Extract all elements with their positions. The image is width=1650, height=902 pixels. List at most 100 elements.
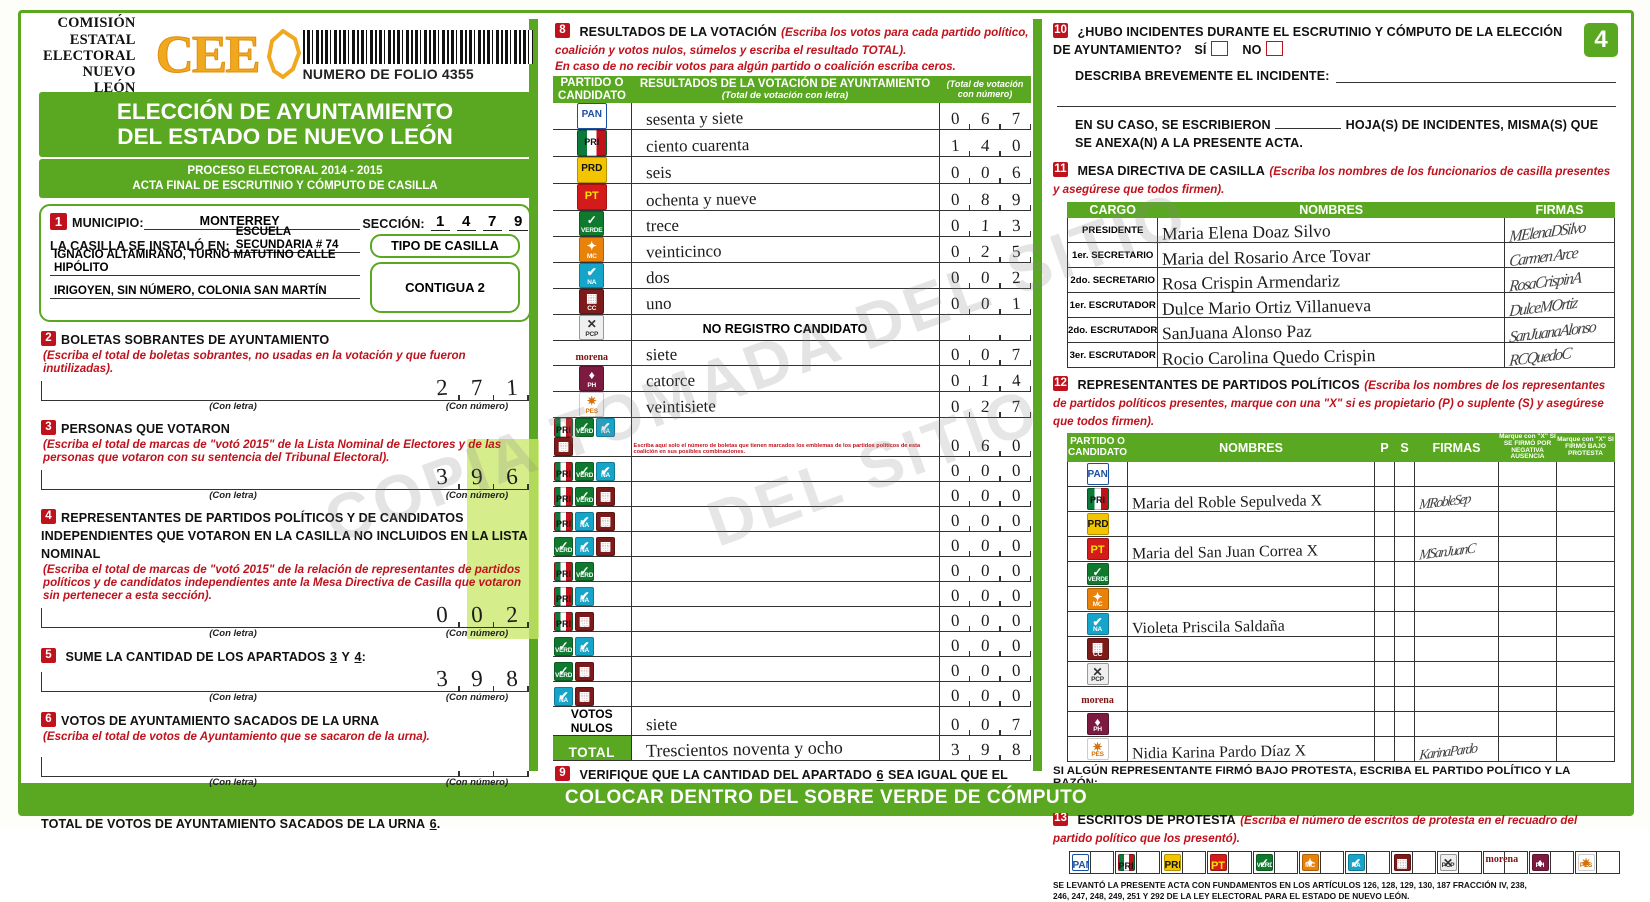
representante-p-checkbox-3[interactable] bbox=[1374, 536, 1395, 563]
protesta-box-mc[interactable]: MC ✦ bbox=[1299, 851, 1344, 875]
representante-nombre-input-11[interactable]: Nidia Karina Pardo Díaz X bbox=[1127, 736, 1375, 763]
representante-firma-10[interactable] bbox=[1414, 711, 1499, 738]
coalition-row-input[interactable] bbox=[631, 506, 939, 533]
mesa-nombre-input-2[interactable]: Rosa Crispin Armendariz bbox=[1157, 267, 1505, 294]
representante-nombre-input-2[interactable] bbox=[1127, 511, 1375, 538]
representante-protesta-checkbox-7[interactable] bbox=[1556, 636, 1615, 663]
representante-firma-4[interactable] bbox=[1414, 561, 1499, 588]
votes-row-letra-input[interactable]: trece bbox=[631, 210, 939, 238]
section-2-letra-input[interactable] bbox=[41, 381, 425, 402]
representante-negativa-checkbox-11[interactable] bbox=[1498, 736, 1557, 763]
section-5-numero-input[interactable]: 3 9 8 bbox=[425, 666, 530, 693]
section-10-describe-input-2[interactable] bbox=[1057, 91, 1616, 107]
coalition-row-input[interactable]: Escriba aquí solo el número de boletas q… bbox=[631, 417, 939, 458]
section-3-letra-input[interactable] bbox=[41, 470, 425, 491]
protesta-count-input-na[interactable] bbox=[1367, 852, 1389, 873]
representante-negativa-checkbox-4[interactable] bbox=[1498, 561, 1557, 588]
protesta-count-input-pri[interactable] bbox=[1137, 852, 1159, 873]
representante-nombre-input-9[interactable] bbox=[1127, 686, 1375, 713]
votes-row-8-number-cell[interactable] bbox=[938, 314, 1031, 342]
section-3-numero-input[interactable]: 3 9 6 bbox=[425, 464, 530, 491]
representante-s-checkbox-0[interactable] bbox=[1394, 461, 1415, 488]
representante-s-checkbox-10[interactable] bbox=[1394, 711, 1415, 738]
votes-row-letra-input[interactable]: siete bbox=[631, 340, 939, 367]
representante-protesta-checkbox-1[interactable] bbox=[1556, 486, 1615, 513]
protesta-box-pri[interactable]: PRI bbox=[1115, 851, 1160, 875]
mesa-firma-4[interactable]: SanJuanaAlonso bbox=[1504, 317, 1615, 346]
representante-s-checkbox-9[interactable] bbox=[1394, 686, 1415, 713]
representante-protesta-checkbox-6[interactable] bbox=[1556, 611, 1615, 638]
representante-protesta-checkbox-0[interactable] bbox=[1556, 461, 1615, 488]
representante-negativa-checkbox-6[interactable] bbox=[1498, 611, 1557, 638]
representante-negativa-checkbox-5[interactable] bbox=[1498, 586, 1557, 613]
casilla-line1-field[interactable]: ESCUELA SECUNDARIA # 74 bbox=[229, 225, 360, 254]
representante-s-checkbox-7[interactable] bbox=[1394, 636, 1415, 663]
casilla-line3-field[interactable]: IRIGOYEN, SIN NÚMERO, COLONIA SAN MARTÍN bbox=[50, 282, 360, 300]
representante-s-checkbox-3[interactable] bbox=[1394, 536, 1415, 563]
protesta-count-input-pes[interactable] bbox=[1597, 852, 1619, 873]
protesta-count-input-prd[interactable] bbox=[1183, 852, 1205, 873]
municipio-field[interactable]: MONTERREY bbox=[143, 213, 360, 231]
representante-p-checkbox-9[interactable] bbox=[1374, 686, 1395, 713]
representante-s-checkbox-2[interactable] bbox=[1394, 511, 1415, 538]
representante-s-checkbox-5[interactable] bbox=[1394, 586, 1415, 613]
representante-s-checkbox-4[interactable] bbox=[1394, 561, 1415, 588]
mesa-nombre-input-3[interactable]: Dulce Mario Ortiz Villanueva bbox=[1157, 292, 1505, 319]
representante-negativa-checkbox-0[interactable] bbox=[1498, 461, 1557, 488]
votes-row-letra-input[interactable]: veintisiete bbox=[631, 391, 939, 419]
representante-s-checkbox-11[interactable] bbox=[1394, 736, 1415, 763]
protesta-box-cruz[interactable]: CC ▦ bbox=[1391, 851, 1436, 875]
mesa-firma-5[interactable]: RCQuedoC bbox=[1504, 342, 1615, 370]
coalition-row-input[interactable] bbox=[631, 556, 939, 583]
section-2-numero-input[interactable]: 2 7 1 bbox=[425, 375, 530, 402]
total-letra-input[interactable]: Trescientos noventa y ocho bbox=[631, 735, 939, 762]
coalition-row-input[interactable] bbox=[631, 606, 939, 633]
section-10-describe-input-1[interactable] bbox=[1335, 69, 1616, 83]
votes-row-letra-input[interactable]: sesenta y siete bbox=[631, 103, 939, 131]
representante-protesta-checkbox-10[interactable] bbox=[1556, 711, 1615, 738]
representante-s-checkbox-1[interactable] bbox=[1394, 486, 1415, 513]
mesa-nombre-input-1[interactable]: Maria del Rosario Arce Tovar bbox=[1157, 242, 1505, 269]
representante-negativa-checkbox-2[interactable] bbox=[1498, 511, 1557, 538]
representante-nombre-input-4[interactable] bbox=[1127, 561, 1375, 588]
votes-row-letra-input[interactable]: ciento cuarenta bbox=[631, 129, 939, 158]
representante-firma-7[interactable] bbox=[1414, 636, 1499, 663]
representante-firma-9[interactable] bbox=[1414, 686, 1499, 713]
protesta-box-humanista[interactable]: PH ♦ bbox=[1529, 851, 1574, 875]
votes-row-letra-input[interactable]: ochenta y nueve bbox=[631, 183, 939, 212]
mesa-firma-2[interactable]: RosaCrispinA bbox=[1504, 267, 1615, 296]
protesta-box-prd[interactable]: PRD bbox=[1161, 851, 1206, 875]
mesa-nombre-input-5[interactable]: Rocio Carolina Quedo Crispin bbox=[1157, 342, 1505, 369]
protesta-box-pt[interactable]: PT bbox=[1207, 851, 1252, 875]
coalition-row-input[interactable] bbox=[631, 481, 939, 508]
mesa-firma-3[interactable]: DulceMOrtiz bbox=[1504, 292, 1615, 320]
representante-nombre-input-8[interactable] bbox=[1127, 661, 1375, 688]
seccion-digits[interactable]: 1 4 7 9 bbox=[430, 213, 528, 232]
protesta-count-input-pan[interactable] bbox=[1091, 852, 1113, 873]
protesta-box-morena[interactable]: morena bbox=[1483, 851, 1528, 875]
protesta-box-pcp[interactable]: PCP ✕ bbox=[1437, 851, 1482, 875]
representante-negativa-checkbox-3[interactable] bbox=[1498, 536, 1557, 563]
coalition-row-input[interactable] bbox=[631, 456, 939, 483]
section-10-no-checkbox[interactable] bbox=[1265, 41, 1283, 56]
representante-firma-6[interactable] bbox=[1414, 611, 1499, 638]
representante-firma-3[interactable]: MSanJuanC bbox=[1414, 536, 1499, 564]
protesta-count-input-pt[interactable] bbox=[1229, 852, 1251, 873]
protesta-count-input-cruz[interactable] bbox=[1413, 852, 1435, 873]
